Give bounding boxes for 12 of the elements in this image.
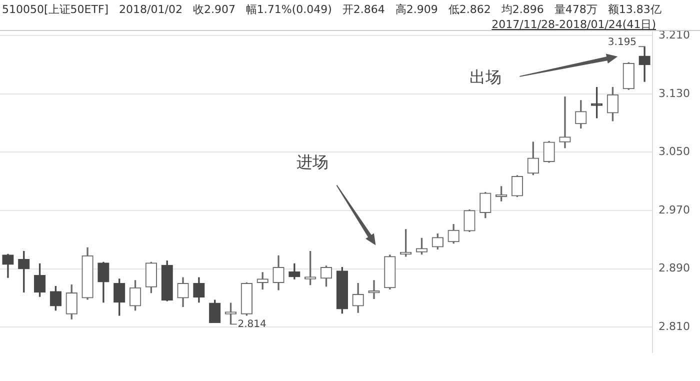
annotation: 3.195 [608,37,637,48]
y-tick-label: 2.970 [658,203,690,216]
candlestick [559,96,571,148]
y-tick-label: 2.810 [658,320,690,333]
annotation: 出场 [470,68,502,87]
y-tick-label: 2.890 [658,262,690,275]
chart-subtitle: 2017/11/28-2018/01/24(41日) [492,17,656,32]
annotation: 2.814 [238,318,266,330]
y-tick-label: 3.050 [658,145,690,158]
y-tick-label: 3.130 [658,86,690,100]
annotation: 进场 [296,152,329,172]
chart-title: 510050[上证50ETF] 2018/01/02 收2.907 幅1.71%(0.049) 开2.864 高2.909 低2.862 均2.896 量478万 额13.83亿 [2,2,662,17]
